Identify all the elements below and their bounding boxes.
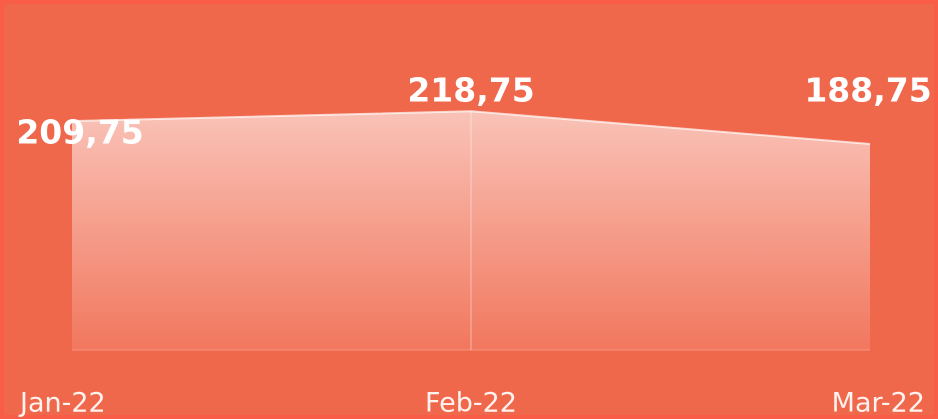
area-line (71, 110, 871, 146)
x-tick-label: Jan-22 (18, 388, 106, 419)
value-label: 209,75 (16, 113, 143, 152)
x-tick-label: Feb-22 (425, 388, 517, 419)
area (72, 111, 870, 350)
x-tick-label: Mar-22 (832, 388, 925, 419)
value-label: 218,75 (407, 71, 534, 110)
value-label: 188,75 (804, 71, 931, 110)
